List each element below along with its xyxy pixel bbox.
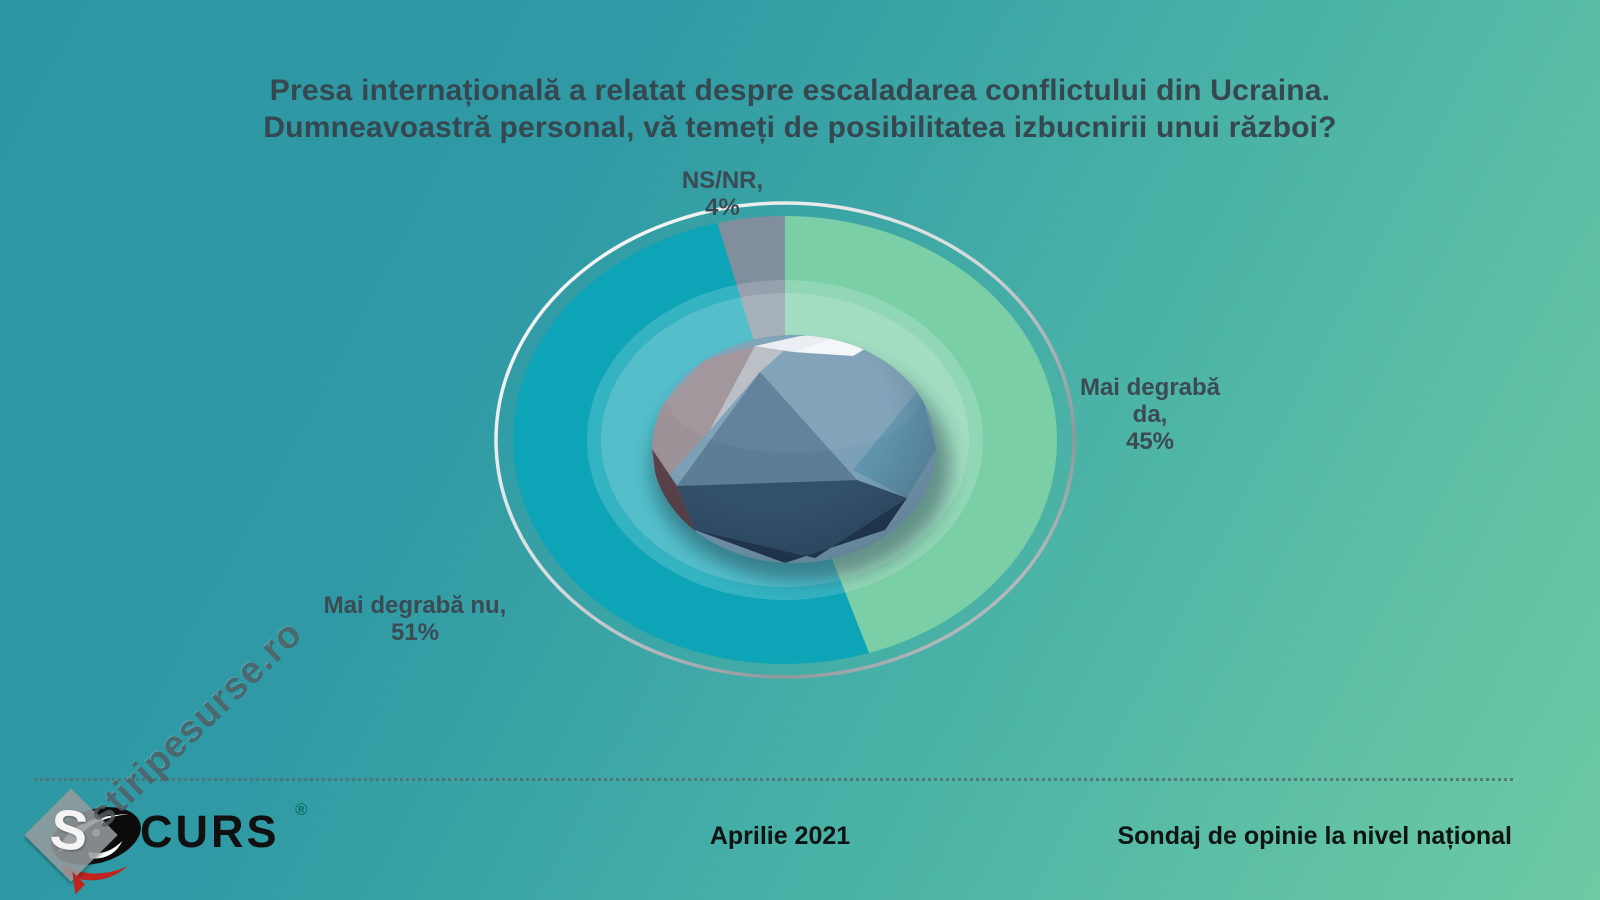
- silver-outer-ring: [494, 201, 1076, 679]
- watermark-text: stiripesurse.ro: [80, 612, 311, 837]
- donut-chart: [494, 201, 1076, 679]
- title-line-1: Presa internațională a relatat despre es…: [269, 74, 1331, 107]
- callout-da-line3: 45%: [1125, 428, 1175, 455]
- callout-da-line1: Mai degrabă: [1079, 374, 1221, 401]
- registered-trademark-icon: ®: [295, 800, 308, 819]
- page-title: Presa internațională a relatat despre es…: [70, 72, 1530, 146]
- callout-ns-nr: NS/NR, 4%: [620, 167, 825, 221]
- footer-date: Aprilie 2021: [709, 822, 851, 850]
- callout-mai-degraba-da: Mai degrabă da, 45%: [1040, 374, 1260, 455]
- callout-nu-line1: Mai degrabă nu,: [323, 592, 507, 619]
- footer-survey-note: Sondaj de opinie la nivel național: [1117, 822, 1512, 850]
- callout-ns-line2: 4%: [705, 194, 740, 221]
- callout-nu-line2: 51%: [390, 619, 440, 646]
- curs-brand-text: CURS: [140, 806, 280, 857]
- callout-ns-line1: NS/NR,: [681, 167, 764, 194]
- title-line-2: Dumneavoastră personal, vă temeți de pos…: [263, 111, 1337, 144]
- callout-da-line2: da,: [1132, 401, 1168, 428]
- footer-dotted-divider: [35, 778, 1513, 781]
- gem-graphic: [652, 335, 936, 563]
- callout-mai-degraba-nu: Mai degrabă nu, 51%: [250, 592, 580, 646]
